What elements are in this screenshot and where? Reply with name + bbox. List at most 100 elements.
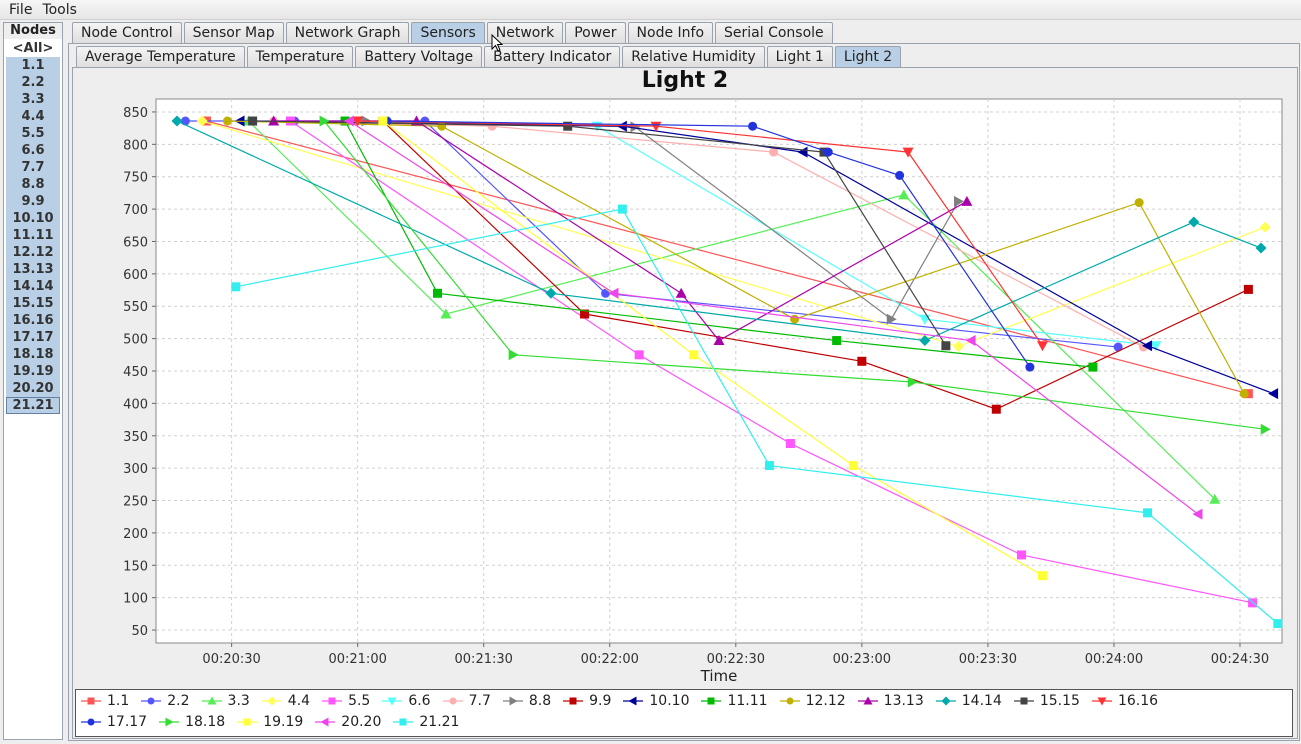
legend-label: 13.13 <box>883 693 924 709</box>
data-point <box>449 697 457 705</box>
node-item-2-2[interactable]: 2.2 <box>6 74 60 91</box>
legend-item-17-17: 17.17 <box>81 714 147 730</box>
node-item-10-10[interactable]: 10.10 <box>6 210 60 227</box>
data-point <box>320 717 329 727</box>
legend-label: 20.20 <box>341 714 382 730</box>
node-item-17-17[interactable]: 17.17 <box>6 329 60 346</box>
sensor-tab-temperature[interactable]: Temperature <box>246 46 354 67</box>
data-point <box>952 340 964 352</box>
node-item-15-15[interactable]: 15.15 <box>6 295 60 312</box>
legend-swatch <box>382 697 403 706</box>
data-point <box>248 116 258 126</box>
y-tick-label: 50 <box>131 624 148 639</box>
tab-node-control[interactable]: Node Control <box>72 22 182 43</box>
x-axis-label: Time <box>700 667 738 685</box>
series-3-3 <box>242 115 1221 504</box>
node-item-7-7[interactable]: 7.7 <box>6 159 60 176</box>
y-tick-label: 800 <box>123 138 148 153</box>
node-item-6-6[interactable]: 6.6 <box>6 142 60 159</box>
data-point <box>628 696 637 706</box>
node-item-all[interactable]: <All> <box>6 40 60 57</box>
sensor-tab-average-temperature[interactable]: Average Temperature <box>76 46 245 67</box>
node-item-13-13[interactable]: 13.13 <box>6 261 60 278</box>
node-item-12-12[interactable]: 12.12 <box>6 244 60 261</box>
tab-sensors[interactable]: Sensors <box>411 22 485 43</box>
data-point <box>790 314 800 324</box>
light-2-chart: 50 100 150 200 250 300 350 400 450 500 550 600 650 70… <box>123 98 1283 685</box>
data-point <box>895 170 905 180</box>
data-point <box>508 349 519 361</box>
node-item-20-20[interactable]: 20.20 <box>6 380 60 397</box>
tab-node-info[interactable]: Node Info <box>627 22 714 43</box>
data-point <box>222 116 232 126</box>
data-point <box>797 146 808 158</box>
data-point <box>1273 619 1283 629</box>
legend-label: 14.14 <box>961 693 1002 709</box>
legend-label: 2.2 <box>167 693 190 709</box>
node-item-11-11[interactable]: 11.11 <box>6 227 60 244</box>
legend-item-10-10: 10.10 <box>623 693 689 709</box>
sensor-tab-battery-indicator[interactable]: Battery Indicator <box>484 46 621 67</box>
legend-item-5-5: 5.5 <box>322 693 370 709</box>
legend-item-20-20: 20.20 <box>315 714 381 730</box>
data-point <box>165 717 174 727</box>
node-item-14-14[interactable]: 14.14 <box>6 278 60 295</box>
data-point <box>328 697 336 705</box>
node-item-18-18[interactable]: 18.18 <box>6 346 60 363</box>
tab-power[interactable]: Power <box>565 22 626 43</box>
legend-label: 11.11 <box>727 693 768 709</box>
legend-label: 18.18 <box>185 714 226 730</box>
sensor-tab-relative-humidity[interactable]: Relative Humidity <box>622 46 765 67</box>
menu-bar: File Tools <box>0 0 1301 20</box>
x-tick-label: 00:20:30 <box>202 652 260 667</box>
data-point <box>634 350 644 360</box>
node-item-21-21[interactable]: 21.21 <box>6 397 60 414</box>
menu-tools[interactable]: Tools <box>42 1 77 18</box>
data-point <box>1260 423 1271 435</box>
data-point <box>832 336 842 346</box>
node-item-19-19[interactable]: 19.19 <box>6 363 60 380</box>
data-point <box>378 116 388 126</box>
node-item-4-4[interactable]: 4.4 <box>6 108 60 125</box>
data-point <box>713 335 725 346</box>
sensor-tab-battery-voltage[interactable]: Battery Voltage <box>355 46 483 67</box>
legend-swatch <box>393 718 414 726</box>
sensor-tab-light-1[interactable]: Light 1 <box>766 46 833 67</box>
tab-network-graph[interactable]: Network Graph <box>285 22 410 43</box>
menu-file[interactable]: File <box>9 1 33 18</box>
sensor-tab-light-2[interactable]: Light 2 <box>834 46 902 67</box>
node-item-1-1[interactable]: 1.1 <box>6 57 60 74</box>
legend-swatch <box>1013 697 1034 705</box>
legend-item-8-8: 8.8 <box>502 693 551 709</box>
data-point <box>764 461 774 471</box>
data-point <box>748 121 758 131</box>
tab-sensor-map[interactable]: Sensor Map <box>183 22 284 43</box>
data-point <box>991 404 1001 414</box>
data-point <box>898 189 910 200</box>
x-tick-label: 00:23:30 <box>959 652 1017 667</box>
data-point <box>147 697 155 705</box>
data-point <box>1113 342 1123 352</box>
data-point <box>1243 284 1253 294</box>
node-item-9-9[interactable]: 9.9 <box>6 193 60 210</box>
node-item-3-3[interactable]: 3.3 <box>6 91 60 108</box>
legend-item-7-7: 7.7 <box>442 693 491 709</box>
data-point <box>1192 508 1203 520</box>
node-item-5-5[interactable]: 5.5 <box>6 125 60 142</box>
tab-serial-console[interactable]: Serial Console <box>715 22 833 43</box>
data-point <box>231 282 241 292</box>
main-tab-bar: Node Control Sensor Map Network Graph Senso… <box>72 22 835 43</box>
chart-title: Light 2 <box>641 68 729 93</box>
data-point <box>848 461 858 471</box>
legend-label: 16.16 <box>1117 693 1159 709</box>
y-tick-label: 850 <box>123 106 148 121</box>
node-item-16-16[interactable]: 16.16 <box>6 312 60 329</box>
tab-network[interactable]: Network <box>486 22 564 43</box>
legend-swatch <box>701 697 722 705</box>
legend-swatch <box>502 696 523 706</box>
legend-item-19-19: 19.19 <box>237 714 303 730</box>
legend-label: 4.4 <box>287 693 311 709</box>
legend-item-21-21: 21.21 <box>393 714 459 730</box>
data-point <box>1017 550 1027 560</box>
node-item-8-8[interactable]: 8.8 <box>6 176 60 193</box>
